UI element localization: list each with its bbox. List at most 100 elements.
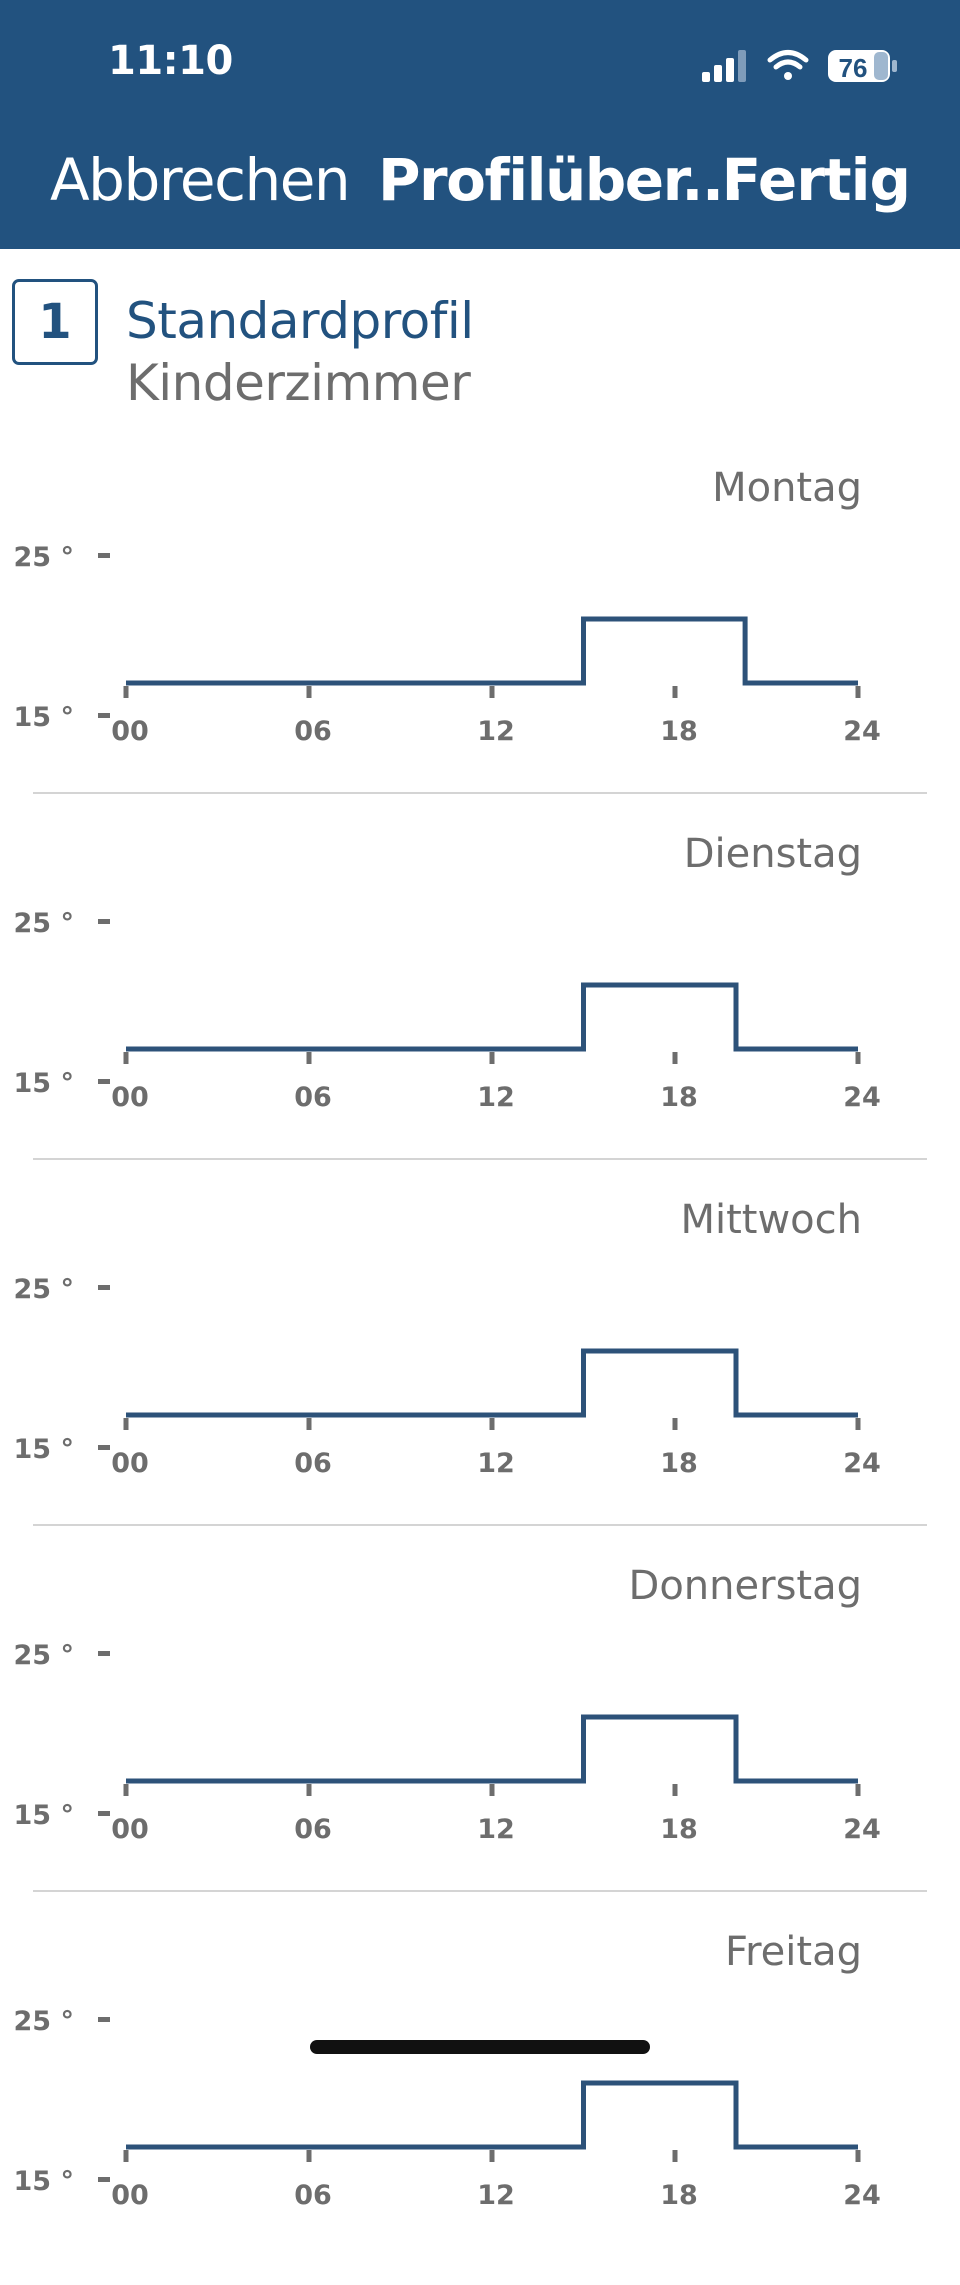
y-tick-mark (98, 1445, 110, 1450)
x-tick-mark (489, 686, 495, 698)
x-tick-label: 18 (660, 2180, 698, 2211)
temperature-series-line (126, 2080, 858, 2150)
cancel-button[interactable]: Abbrechen (50, 146, 351, 214)
y-tick-mark (98, 713, 110, 718)
x-tick-label: 12 (477, 716, 515, 747)
signal-icon (702, 50, 746, 82)
x-tick-label: 06 (294, 1082, 332, 1113)
y-tick-label: 25 ° (14, 2006, 74, 2037)
x-tick-mark (672, 1418, 678, 1430)
section-divider (33, 1524, 927, 1526)
x-tick-mark (489, 1052, 495, 1064)
x-tick-label: 00 (111, 1448, 149, 1479)
y-tick-mark (98, 1079, 110, 1084)
x-tick-mark (672, 2150, 678, 2162)
x-tick-mark (672, 1052, 678, 1064)
x-tick-mark (489, 1418, 495, 1430)
y-tick-mark (98, 919, 110, 924)
day-label: Mittwoch (680, 1197, 862, 1243)
x-tick-mark (123, 2150, 129, 2162)
x-tick-label: 06 (294, 1814, 332, 1845)
temperature-chart: 25 ° 15 ° 00 06 12 18 24 (14, 1274, 881, 1479)
temperature-chart: 25 ° 15 ° 00 06 12 18 24 (14, 1640, 881, 1845)
temperature-series-line (126, 1348, 858, 1418)
x-tick-label: 24 (843, 716, 881, 747)
x-tick-label: 00 (111, 1082, 149, 1113)
y-tick-label: 25 ° (14, 1640, 74, 1671)
y-tick-mark (98, 1285, 110, 1290)
status-time: 11:10 (108, 38, 233, 84)
y-tick-label: 15 ° (14, 1434, 74, 1465)
x-tick-label: 12 (477, 1448, 515, 1479)
temperature-series-line (126, 982, 858, 1052)
y-tick-mark (98, 1651, 110, 1656)
x-tick-mark (306, 1784, 312, 1796)
y-tick-label: 15 ° (14, 1800, 74, 1831)
day-schedule-chart[interactable]: Montag 25 ° 15 ° 00 06 12 18 24 (0, 455, 960, 821)
temperature-chart: 25 ° 15 ° 00 06 12 18 24 (14, 908, 881, 1113)
home-indicator (310, 2040, 650, 2054)
x-tick-label: 00 (111, 1814, 149, 1845)
temperature-chart: 25 ° 15 ° 00 06 12 18 24 (14, 542, 881, 747)
x-tick-mark (855, 1052, 861, 1064)
x-tick-mark (306, 686, 312, 698)
temperature-chart: 25 ° 15 ° 00 06 12 18 24 (14, 2006, 881, 2211)
x-tick-label: 18 (660, 1814, 698, 1845)
x-tick-mark (855, 1418, 861, 1430)
x-tick-label: 24 (843, 1814, 881, 1845)
section-divider (33, 1890, 927, 1892)
day-schedule-chart[interactable]: Dienstag 25 ° 15 ° 00 06 12 18 24 (0, 821, 960, 1187)
x-tick-mark (855, 1784, 861, 1796)
profile-number-badge: 1 (12, 279, 98, 365)
x-tick-label: 00 (111, 716, 149, 747)
section-divider (33, 1158, 927, 1160)
x-tick-label: 12 (477, 2180, 515, 2211)
y-tick-label: 15 ° (14, 702, 74, 733)
day-schedule-chart[interactable]: Mittwoch 25 ° 15 ° 00 06 12 18 24 (0, 1187, 960, 1553)
y-tick-label: 25 ° (14, 1274, 74, 1305)
header: 11:10 76 Abbrechen Profilüber... Fertig (0, 0, 960, 249)
x-tick-label: 12 (477, 1814, 515, 1845)
x-tick-label: 18 (660, 716, 698, 747)
day-schedule-chart[interactable]: Freitag 25 ° 15 ° 00 06 12 18 24 (0, 1919, 960, 2285)
y-tick-mark (98, 2017, 110, 2022)
section-divider (33, 792, 927, 794)
x-tick-mark (123, 1052, 129, 1064)
y-tick-label: 15 ° (14, 1068, 74, 1099)
x-tick-mark (855, 2150, 861, 2162)
x-tick-label: 06 (294, 716, 332, 747)
y-tick-mark (98, 1811, 110, 1816)
day-label: Donnerstag (628, 1563, 862, 1609)
x-tick-mark (489, 2150, 495, 2162)
x-tick-label: 06 (294, 2180, 332, 2211)
x-tick-mark (306, 1052, 312, 1064)
profile-name: Standardprofil (126, 292, 474, 350)
status-icons: 76 (702, 50, 897, 83)
y-tick-label: 15 ° (14, 2166, 74, 2197)
day-label: Montag (712, 465, 862, 511)
x-tick-mark (306, 1418, 312, 1430)
done-button[interactable]: Fertig (721, 146, 911, 214)
x-tick-mark (672, 1784, 678, 1796)
x-tick-mark (123, 686, 129, 698)
day-label: Freitag (725, 1929, 862, 1975)
x-tick-label: 18 (660, 1082, 698, 1113)
x-tick-label: 12 (477, 1082, 515, 1113)
x-tick-label: 24 (843, 1082, 881, 1113)
y-tick-mark (98, 2177, 110, 2182)
battery-icon: 76 (828, 50, 897, 83)
x-tick-mark (855, 686, 861, 698)
day-schedule-chart[interactable]: Donnerstag 25 ° 15 ° 00 06 12 18 24 (0, 1553, 960, 1919)
page-title: Profilüber... (378, 146, 745, 214)
y-tick-label: 25 ° (14, 908, 74, 939)
x-tick-mark (306, 2150, 312, 2162)
wifi-icon (767, 50, 809, 80)
battery-level: 76 (839, 53, 868, 83)
y-tick-mark (98, 553, 110, 558)
y-tick-label: 25 ° (14, 542, 74, 573)
temperature-series-line (126, 616, 858, 686)
x-tick-mark (123, 1784, 129, 1796)
x-tick-mark (123, 1418, 129, 1430)
x-tick-label: 06 (294, 1448, 332, 1479)
x-tick-label: 24 (843, 2180, 881, 2211)
